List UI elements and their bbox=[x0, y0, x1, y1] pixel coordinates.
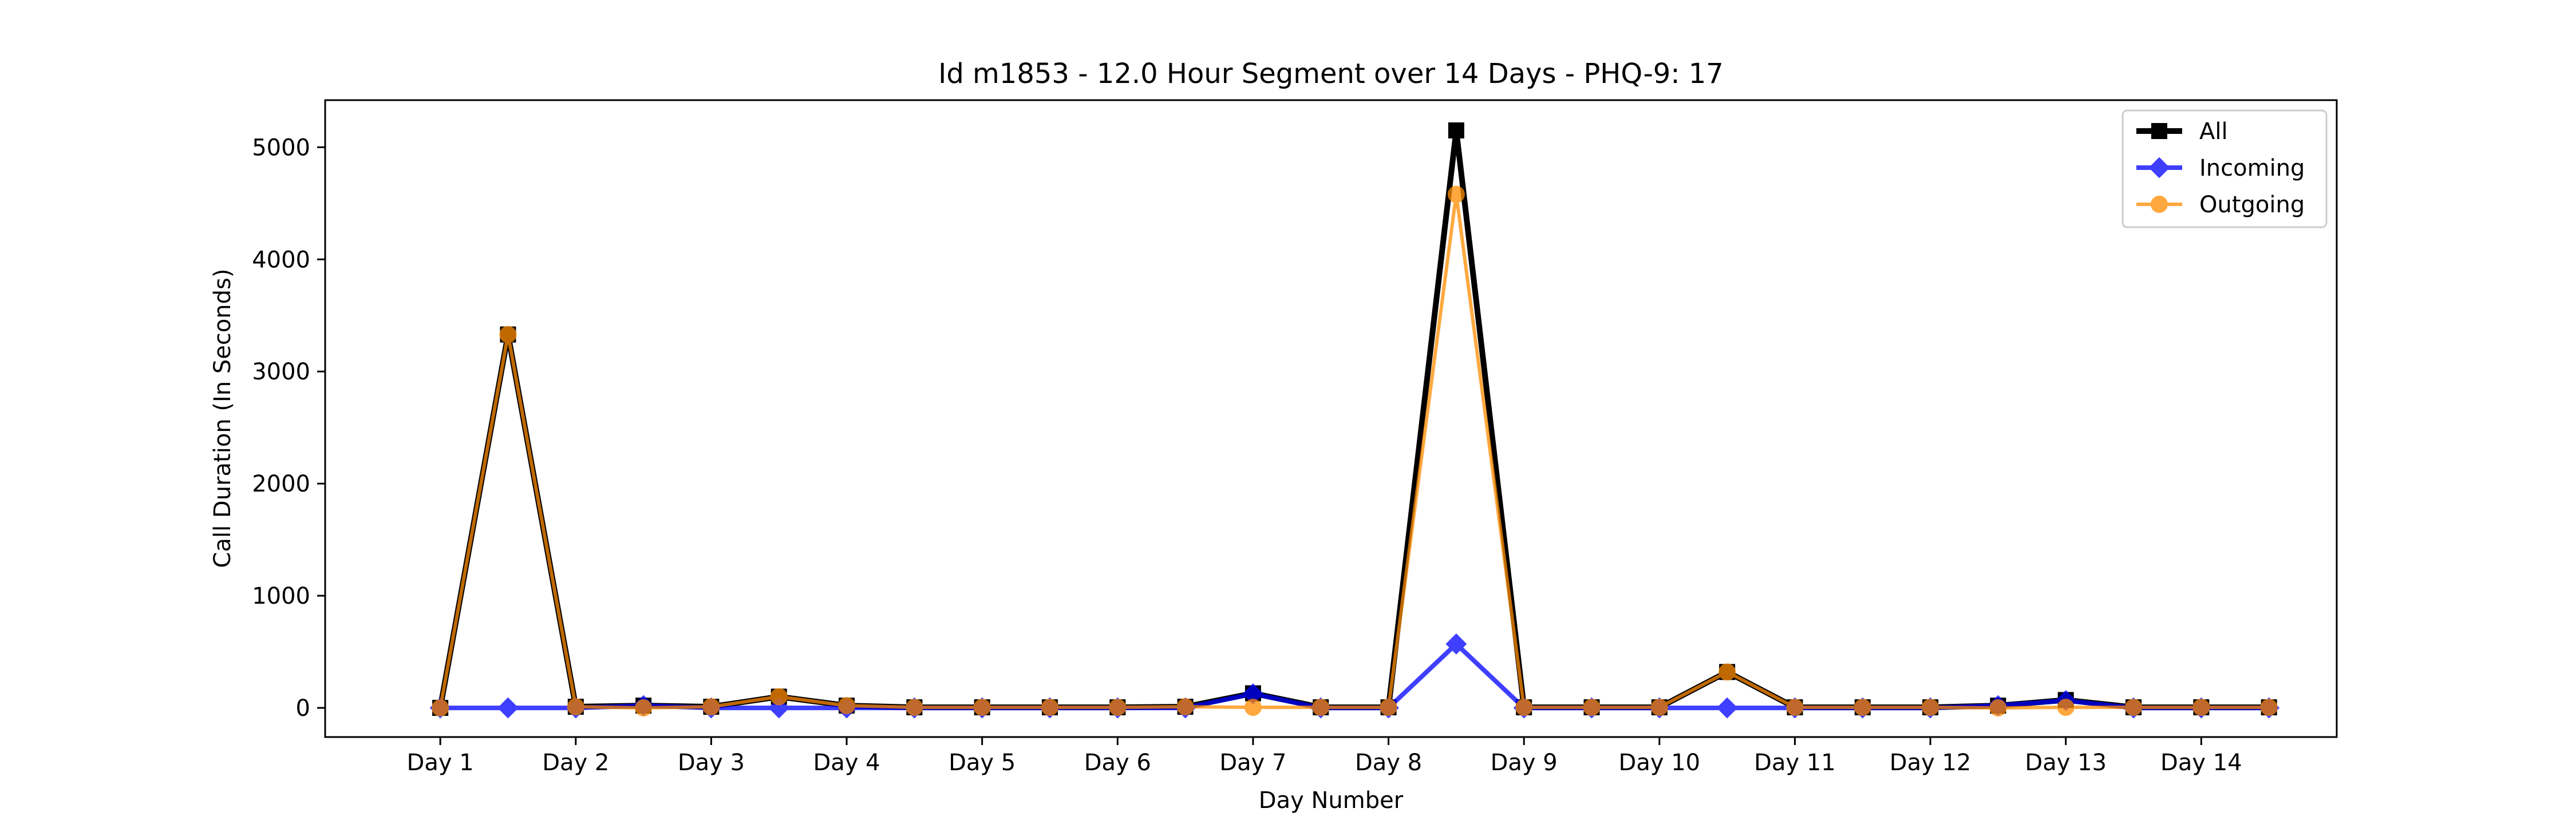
data-point bbox=[973, 699, 991, 716]
y-tick-label: 1000 bbox=[252, 583, 310, 609]
data-point bbox=[2057, 699, 2075, 716]
legend-item bbox=[2136, 123, 2182, 139]
x-axis: Day 1 Day 2 Day 3 Day 4 Day 5 Day 6 Day 7 Day 8… bbox=[407, 737, 2242, 776]
data-point bbox=[432, 699, 449, 717]
data-point bbox=[497, 697, 519, 719]
x-tick-label: Day 10 bbox=[1619, 750, 1701, 776]
series-outgoing bbox=[432, 185, 2278, 717]
legend-label: Outgoing bbox=[2199, 192, 2305, 218]
data-point bbox=[1041, 699, 1058, 716]
x-tick-label: Day 5 bbox=[949, 750, 1016, 776]
chart-title: Id m1853 - 12.0 Hour Segment over 14 Day… bbox=[938, 58, 1724, 90]
y-tick-label: 0 bbox=[296, 695, 310, 722]
y-tick-label: 4000 bbox=[252, 247, 310, 273]
data-point bbox=[1854, 699, 1871, 716]
data-point bbox=[499, 326, 517, 343]
data-point bbox=[1312, 699, 1330, 716]
data-point bbox=[1716, 697, 1738, 719]
data-point bbox=[1718, 663, 1736, 681]
x-tick-label: Day 11 bbox=[1754, 750, 1836, 776]
data-point bbox=[770, 688, 788, 706]
y-axis-label: Call Duration (In Seconds) bbox=[210, 269, 236, 568]
x-tick-label: Day 6 bbox=[1084, 750, 1151, 776]
x-tick-label: Day 2 bbox=[542, 750, 609, 776]
x-tick-label: Day 13 bbox=[2025, 750, 2107, 776]
data-point bbox=[1786, 699, 1804, 716]
data-point bbox=[1515, 699, 1533, 716]
data-point bbox=[2260, 699, 2278, 716]
data-point bbox=[567, 698, 584, 716]
y-tick-label: 3000 bbox=[252, 359, 310, 385]
data-point bbox=[2125, 699, 2143, 716]
legend-swatch-marker bbox=[2151, 196, 2168, 213]
series-layer bbox=[429, 122, 2280, 719]
x-tick-label: Day 9 bbox=[1491, 750, 1558, 776]
x-tick-label: Day 8 bbox=[1355, 750, 1422, 776]
data-point bbox=[906, 699, 923, 716]
data-point bbox=[1176, 698, 1194, 716]
y-tick-label: 2000 bbox=[252, 471, 310, 497]
data-point bbox=[702, 698, 720, 716]
data-point bbox=[1989, 699, 2007, 717]
data-point bbox=[838, 697, 856, 715]
y-axis: 0 1000 2000 3000 4000 5000 bbox=[252, 134, 325, 722]
legend-frame bbox=[2121, 109, 2328, 228]
x-tick-label: Day 14 bbox=[2160, 750, 2242, 776]
legend-swatch-marker bbox=[2151, 123, 2167, 139]
x-tick-label: Day 4 bbox=[813, 750, 880, 776]
data-point bbox=[1445, 633, 1467, 655]
data-point bbox=[1447, 185, 1465, 203]
x-tick-label: Day 3 bbox=[678, 750, 745, 776]
x-axis-label: Day Number bbox=[1259, 787, 1404, 814]
x-tick-label: Day 7 bbox=[1219, 750, 1286, 776]
x-tick-label: Day 12 bbox=[1890, 750, 1971, 776]
legend-item bbox=[2136, 196, 2182, 213]
legend-label: Incoming bbox=[2199, 155, 2305, 181]
data-point bbox=[1922, 699, 1939, 716]
legend-swatch-marker bbox=[2148, 157, 2170, 179]
y-tick-label: 5000 bbox=[252, 134, 310, 161]
series-all bbox=[432, 122, 2277, 716]
series-line bbox=[438, 192, 2269, 710]
legend: All Incoming Outgoing bbox=[2121, 109, 2328, 228]
data-point bbox=[1244, 699, 1262, 716]
data-point bbox=[1448, 122, 1464, 138]
data-point bbox=[1650, 699, 1668, 716]
data-point bbox=[2192, 699, 2210, 716]
data-point bbox=[635, 699, 653, 717]
data-point bbox=[1109, 699, 1127, 716]
plot-frame bbox=[324, 99, 2338, 738]
data-point bbox=[1380, 699, 1397, 716]
legend-item bbox=[2136, 157, 2182, 179]
x-tick-label: Day 1 bbox=[407, 750, 474, 776]
legend-label: All bbox=[2199, 118, 2228, 145]
data-point bbox=[1583, 699, 1601, 716]
series-line bbox=[437, 127, 2269, 711]
